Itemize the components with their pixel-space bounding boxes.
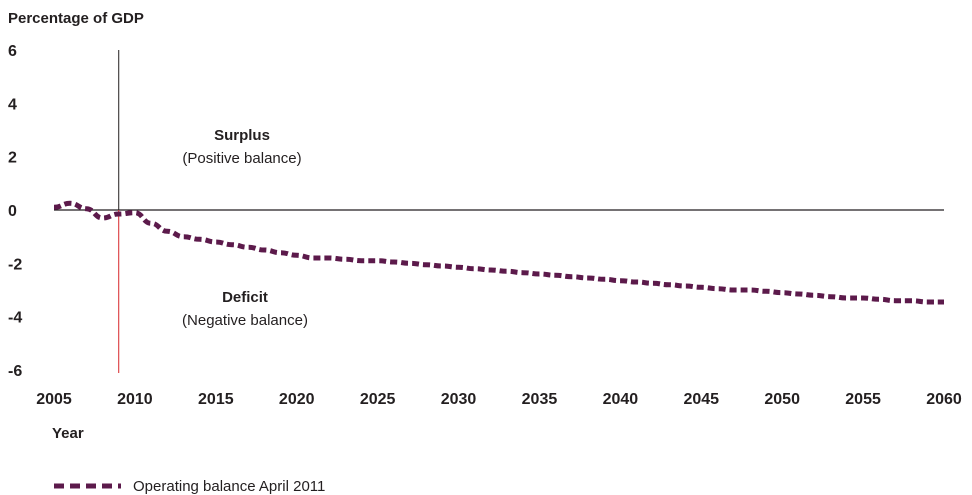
surplus-label: Surplus [214, 127, 270, 144]
x-tick-label: 2030 [441, 391, 477, 408]
x-tick-label: 2055 [845, 391, 881, 408]
y-tick-label: -4 [8, 310, 22, 327]
x-tick-label: 2025 [360, 391, 396, 408]
x-tick-label: 2015 [198, 391, 234, 408]
x-tick-label: 2020 [279, 391, 315, 408]
surplus-sublabel: (Positive balance) [182, 150, 301, 167]
x-tick-label: 2010 [117, 391, 153, 408]
deficit-label: Deficit [222, 289, 268, 306]
x-tick-label: 2040 [603, 391, 639, 408]
x-tick-label: 2050 [764, 391, 800, 408]
y-tick-label: -2 [8, 256, 22, 273]
y-axis-title: Percentage of GDP [8, 10, 144, 27]
y-tick-label: 2 [8, 150, 17, 167]
y-tick-label: 4 [8, 96, 17, 113]
y-tick-label: -6 [8, 363, 22, 380]
x-tick-label: 2060 [926, 391, 962, 408]
y-tick-labels: 6 4 2 0 -2 -4 -6 [8, 43, 22, 380]
legend-label: Operating balance April 2011 [133, 478, 325, 495]
x-tick-label: 2045 [683, 391, 719, 408]
x-tick-label: 2035 [522, 391, 558, 408]
y-tick-label: 0 [8, 203, 17, 220]
x-tick-labels: 2005 2010 2015 2020 2025 2030 2035 2040 2045 2050… [36, 391, 962, 408]
deficit-sublabel: (Negative balance) [182, 312, 308, 329]
x-tick-label: 2005 [36, 391, 72, 408]
x-axis-title: Year [52, 425, 84, 442]
y-tick-label: 6 [8, 43, 17, 60]
series-line-operating-balance [53, 200, 944, 305]
